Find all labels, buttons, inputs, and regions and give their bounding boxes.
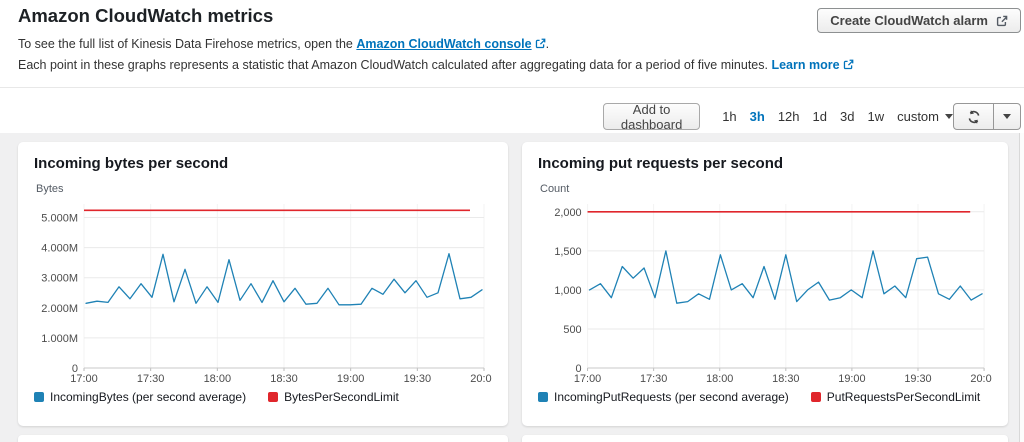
x-tick-label: 17:30: [137, 373, 165, 385]
y-tick-label: 500: [563, 324, 581, 336]
next-row-panel-peek: [18, 435, 508, 442]
create-cloudwatch-alarm-button[interactable]: Create CloudWatch alarm: [817, 8, 1021, 33]
time-range-selector: 1h 3h 12h 1d 3d 1w custom: [722, 109, 953, 124]
x-tick-label: 20:00: [970, 373, 992, 385]
x-tick-label: 19:30: [904, 373, 931, 385]
incoming-bytes-chart[interactable]: 17:00 17:30 18:00 18:30 19:00 19:30 20:00 5.000…: [34, 196, 492, 388]
refresh-icon: [966, 109, 982, 125]
y-tick-label: 0: [72, 363, 78, 375]
chart-toolbar: Add to dashboard 1h 3h 12h 1d 3d 1w cust…: [603, 102, 1021, 132]
chart-legend: IncomingBytes (per second average) BytesP…: [34, 390, 492, 404]
y-tick-label: 2.000M: [41, 303, 78, 315]
time-range-1d[interactable]: 1d: [812, 109, 827, 124]
legend-label: IncomingBytes (per second average): [50, 390, 247, 404]
y-tick-label: 1,500: [554, 246, 581, 258]
refresh-split-button: [953, 103, 1021, 130]
time-range-3h[interactable]: 3h: [749, 109, 765, 124]
y-tick-label: 1.000M: [41, 333, 78, 345]
intro-suffix: .: [545, 37, 550, 51]
external-link-icon: [843, 59, 854, 73]
x-tick-label: 18:00: [204, 373, 232, 385]
x-tick-label: 19:00: [337, 373, 365, 385]
legend-label: IncomingPutRequests (per second average): [554, 390, 789, 404]
y-tick-label: 1,000: [554, 285, 581, 297]
cloudwatch-console-link[interactable]: Amazon CloudWatch console: [356, 37, 546, 52]
x-tick-label: 19:30: [404, 373, 432, 385]
x-tick-label: 20:00: [470, 373, 492, 385]
legend-item[interactable]: IncomingPutRequests (per second average): [538, 390, 789, 404]
y-tick-label: 3.000M: [41, 273, 78, 285]
add-to-dashboard-button[interactable]: Add to dashboard: [603, 102, 701, 132]
scrollbar-track[interactable]: [1019, 133, 1024, 442]
y-axis-unit-label: Count: [540, 183, 570, 195]
external-link-icon: [535, 38, 546, 52]
chart-panel-incoming-put-requests: Incoming put requests per second Count 1…: [522, 142, 1008, 426]
chart-legend: IncomingPutRequests (per second average)…: [538, 390, 992, 404]
caret-down-icon: [1003, 114, 1011, 119]
time-range-3d[interactable]: 3d: [840, 109, 855, 124]
legend-color-marker: [538, 392, 548, 402]
y-tick-label: 2,000: [554, 207, 581, 219]
x-tick-label: 18:30: [270, 373, 298, 385]
incoming-put-requests-chart[interactable]: 17:00 17:30 18:00 18:30 19:00 19:30 20:00 2,000…: [538, 196, 992, 388]
x-tick-label: 17:30: [640, 373, 667, 385]
y-axis-unit-label: Bytes: [36, 183, 64, 195]
x-tick-label: 17:00: [70, 373, 98, 385]
refresh-options-button[interactable]: [994, 103, 1021, 130]
next-row-panel-peek: [522, 435, 1008, 442]
intro-text: To see the full list of Kinesis Data Fir…: [18, 37, 549, 52]
y-tick-label: 0: [576, 363, 582, 375]
refresh-button[interactable]: [953, 103, 994, 130]
y-tick-label: 4.000M: [41, 243, 78, 255]
series-line: [588, 250, 983, 304]
chart-title: Incoming put requests per second: [538, 155, 784, 172]
legend-label: PutRequestsPerSecondLimit: [826, 390, 981, 404]
caret-down-icon: [945, 114, 953, 119]
x-tick-label: 19:00: [838, 373, 865, 385]
x-tick-label: 18:30: [772, 373, 799, 385]
time-range-custom-dropdown[interactable]: custom: [897, 109, 953, 124]
legend-color-marker: [34, 392, 44, 402]
period-text: Each point in these graphs represents a …: [18, 58, 854, 73]
legend-label: BytesPerSecondLimit: [284, 390, 399, 404]
time-range-12h[interactable]: 12h: [777, 109, 800, 124]
series-line: [85, 253, 483, 306]
legend-color-marker: [810, 392, 821, 402]
legend-color-marker: [268, 392, 279, 402]
header-divider: [0, 87, 1024, 88]
legend-item[interactable]: IncomingBytes (per second average): [34, 390, 246, 404]
chart-panel-incoming-bytes: Incoming bytes per second Bytes 17:00 17:…: [18, 142, 508, 426]
chart-title: Incoming bytes per second: [34, 155, 229, 172]
time-range-1h[interactable]: 1h: [722, 109, 737, 124]
page-title: Amazon CloudWatch metrics: [18, 5, 274, 26]
x-tick-label: 17:00: [574, 373, 601, 385]
intro-prefix: To see the full list of Kinesis Data Fir…: [18, 37, 357, 51]
x-tick-label: 18:00: [706, 373, 733, 385]
external-link-icon: [996, 15, 1008, 27]
learn-more-link[interactable]: Learn more: [771, 58, 853, 72]
legend-item[interactable]: PutRequestsPerSecondLimit: [810, 390, 981, 404]
y-tick-label: 5.000M: [41, 213, 78, 225]
legend-item[interactable]: BytesPerSecondLimit: [268, 390, 399, 404]
time-range-1w[interactable]: 1w: [867, 109, 885, 124]
